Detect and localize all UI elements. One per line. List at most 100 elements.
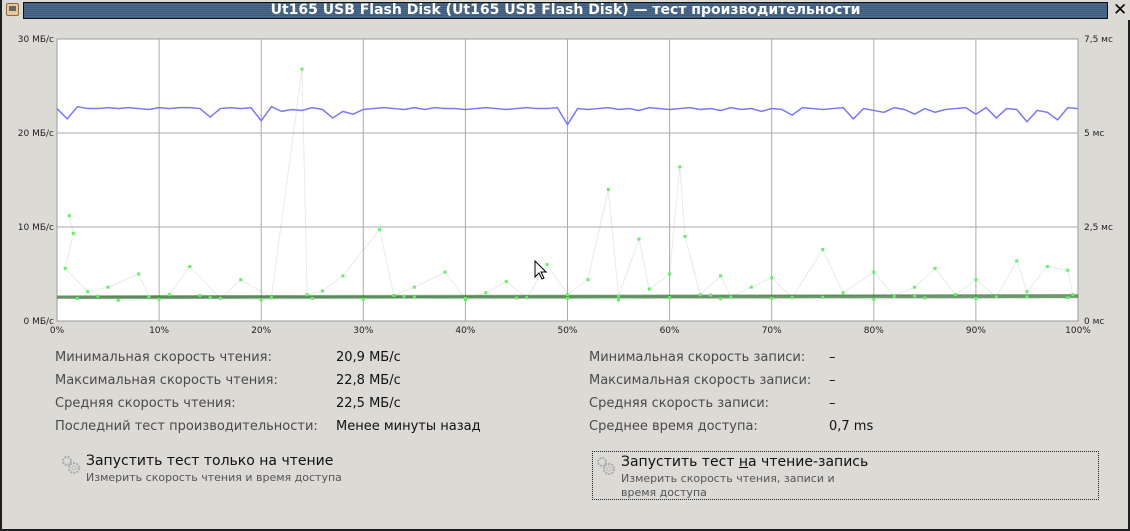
x-tick-label: 80%	[864, 326, 884, 336]
access-time-link	[1026, 266, 1048, 292]
access-time-point	[71, 231, 75, 235]
access-time-point	[566, 293, 569, 297]
access-time-point	[994, 295, 998, 299]
access-time-point	[1066, 296, 1070, 300]
x-tick-label: 30%	[353, 326, 373, 336]
y-right-tick-label: 2,5 мс	[1084, 223, 1113, 233]
access-time-point	[872, 297, 876, 301]
access-time-link	[1026, 296, 1068, 299]
access-time-link	[955, 279, 977, 296]
stat-label: Средняя скорость записи:	[589, 396, 770, 411]
access-time-point	[269, 296, 273, 300]
access-time-point	[913, 285, 917, 289]
close-icon[interactable]: ✕	[1113, 0, 1128, 20]
access-time-point	[63, 266, 67, 270]
access-time-link	[270, 69, 303, 298]
access-time-point	[719, 297, 723, 301]
access-time-link	[393, 286, 415, 296]
y-right-tick-label: 5 мс	[1084, 129, 1104, 139]
access-time-point	[188, 264, 192, 268]
stat-label: Минимальная скорость записи:	[589, 350, 806, 365]
access-time-band	[56, 295, 1079, 298]
access-time-link	[465, 292, 486, 299]
access-time-point	[974, 296, 978, 300]
stat-value: –	[829, 396, 836, 411]
access-time-link	[168, 266, 191, 295]
access-time-link	[64, 268, 88, 293]
access-time-link	[648, 273, 670, 290]
access-time-point	[300, 67, 304, 71]
access-time-point	[606, 187, 610, 191]
access-time-point	[412, 285, 416, 289]
x-tick-label: 60%	[660, 326, 680, 336]
access-time-point	[974, 278, 978, 282]
stat-value: –	[829, 350, 836, 365]
x-tick-label: 100%	[1065, 326, 1091, 336]
access-time-link	[107, 273, 139, 288]
access-time-point	[218, 296, 222, 300]
access-time-point	[678, 165, 682, 169]
access-time-link	[995, 260, 1018, 298]
stat-value: Менее минуты назад	[336, 419, 481, 434]
access-time-point	[484, 291, 488, 295]
access-time-point	[305, 293, 309, 297]
access-time-link	[822, 249, 844, 294]
x-tick-label: 20%	[251, 326, 271, 336]
access-time-point	[208, 296, 212, 300]
access-time-link	[64, 233, 74, 269]
access-time-point	[361, 297, 365, 301]
access-time-point	[790, 296, 794, 300]
access-time-point	[378, 228, 382, 232]
access-time-point	[913, 294, 917, 298]
access-time-link	[505, 281, 527, 299]
access-time-point	[167, 293, 171, 297]
access-time-point	[566, 296, 569, 300]
access-time-link	[77, 297, 119, 301]
access-time-point	[729, 295, 733, 299]
access-time-point	[157, 297, 161, 301]
access-time-point	[259, 298, 263, 302]
read-write-benchmark-button[interactable]: Запустить тест на чтение-запись Измерить…	[592, 451, 1099, 500]
access-time-point	[412, 295, 416, 299]
access-time-point	[86, 290, 90, 294]
access-time-link	[444, 271, 466, 299]
access-time-point	[923, 296, 927, 300]
access-time-link	[684, 236, 701, 295]
title-bar[interactable]: Ut165 USB Flash Disk (Ut165 USB Flash Di…	[2, 0, 1130, 20]
stat-label: Последний тест производительности:	[55, 419, 318, 434]
access-time-link	[873, 271, 895, 297]
access-time-point	[1015, 259, 1019, 263]
access-time-point	[770, 296, 774, 300]
access-time-point	[841, 291, 845, 295]
access-time-point	[116, 298, 120, 302]
access-time-link	[842, 271, 875, 294]
access-time-point	[637, 237, 641, 241]
access-time-link	[914, 267, 936, 288]
access-time-link	[894, 286, 915, 297]
read-only-description: Измерить скорость чтения и время доступа	[86, 471, 342, 484]
access-time-point	[1025, 290, 1029, 294]
stat-label: Среднее время доступа:	[589, 419, 758, 434]
access-time-link	[699, 275, 721, 296]
access-time-point	[821, 295, 825, 299]
access-time-point	[1071, 293, 1075, 297]
access-time-link	[567, 279, 589, 296]
access-time-link	[312, 297, 364, 300]
mnemonic: н	[738, 454, 749, 470]
access-time-link	[77, 294, 1073, 299]
access-time-point	[617, 294, 621, 298]
access-time-link	[148, 294, 170, 298]
access-time-point	[402, 294, 406, 298]
title-part: Запустить тест	[621, 454, 739, 470]
access-time-point	[341, 274, 345, 278]
access-time-point	[668, 272, 672, 276]
stat-label: Средняя скорость чтения:	[55, 396, 236, 411]
access-time-point	[443, 270, 447, 274]
access-time-link	[307, 290, 323, 296]
read-speed-line	[56, 105, 1079, 126]
read-only-benchmark-button[interactable]: Запустить тест только на чтение Измерить…	[58, 451, 358, 500]
disk-app-icon[interactable]	[6, 3, 19, 16]
access-time-link	[679, 166, 686, 237]
access-time-point	[239, 278, 243, 282]
window-title: Ut165 USB Flash Disk (Ut165 USB Flash Di…	[23, 2, 1108, 19]
